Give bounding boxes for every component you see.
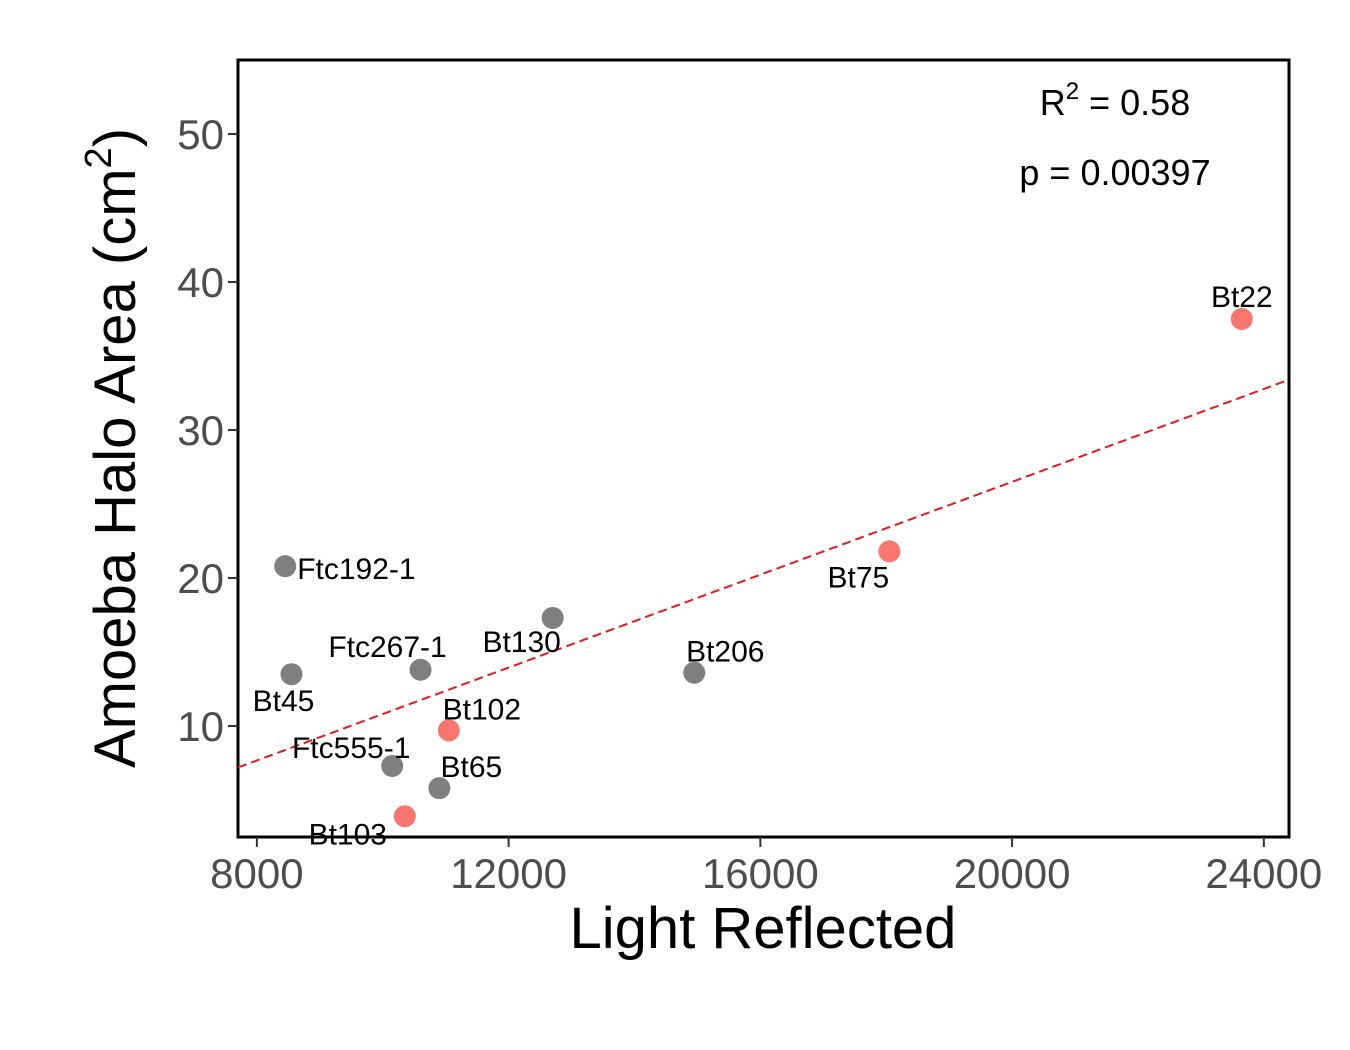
point-label-bt130: Bt130 [482,626,560,659]
data-point-ftc267-1 [409,658,432,681]
x-tick-label: 20000 [954,850,1071,897]
data-point-bt130 [541,606,564,629]
y-axis-title: Amoeba Halo Area (cm2) [78,128,148,768]
y-tick-label: 20 [177,555,224,602]
x-tick-label: 16000 [702,850,819,897]
r-squared-annotation: R2 = 0.58 [1040,78,1190,123]
plot-panel-border [236,58,1291,839]
point-label-bt103: Bt103 [309,818,387,851]
data-point-ftc192-1 [274,555,297,578]
data-point-bt65 [428,777,451,800]
data-point-ftc555-1 [381,754,404,777]
y-tick-label: 30 [177,407,224,454]
x-tick-label: 24000 [1205,850,1322,897]
data-point-bt103 [393,805,416,828]
y-axis-title-main: Amoeba Halo Area (cm [83,168,148,768]
x-tick-label: 8000 [210,850,303,897]
y-axis-title-close: ) [83,128,148,147]
point-label-bt75: Bt75 [828,561,890,594]
p-value-annotation: p = 0.00397 [1019,152,1210,193]
data-point-bt102 [437,719,460,742]
r-squared-superscript: 2 [1066,78,1079,105]
point-label-bt22: Bt22 [1211,281,1273,314]
trend-line [237,378,1290,769]
y-axis-title-superscript: 2 [78,147,120,168]
y-tick-label: 50 [177,111,224,158]
point-label-bt45: Bt45 [253,685,315,718]
data-point-bt45 [280,663,303,686]
point-label-ftc267-1: Ftc267-1 [328,631,446,664]
r-squared-value: = 0.58 [1079,82,1190,123]
point-label-ftc192-1: Ftc192-1 [297,553,415,586]
point-label-bt65: Bt65 [441,751,503,784]
x-axis-title: Light Reflected [570,896,957,961]
point-label-bt206: Bt206 [686,636,764,669]
data-point-bt206 [683,661,706,684]
point-label-ftc555-1: Ftc555-1 [292,732,410,765]
y-tick-label: 10 [177,703,224,750]
r-squared-prefix: R [1040,82,1066,123]
y-tick-label: 40 [177,259,224,306]
data-point-bt75 [878,540,901,563]
data-point-bt22 [1230,308,1253,330]
point-label-bt102: Bt102 [443,693,521,726]
x-tick-label: 12000 [450,850,567,897]
